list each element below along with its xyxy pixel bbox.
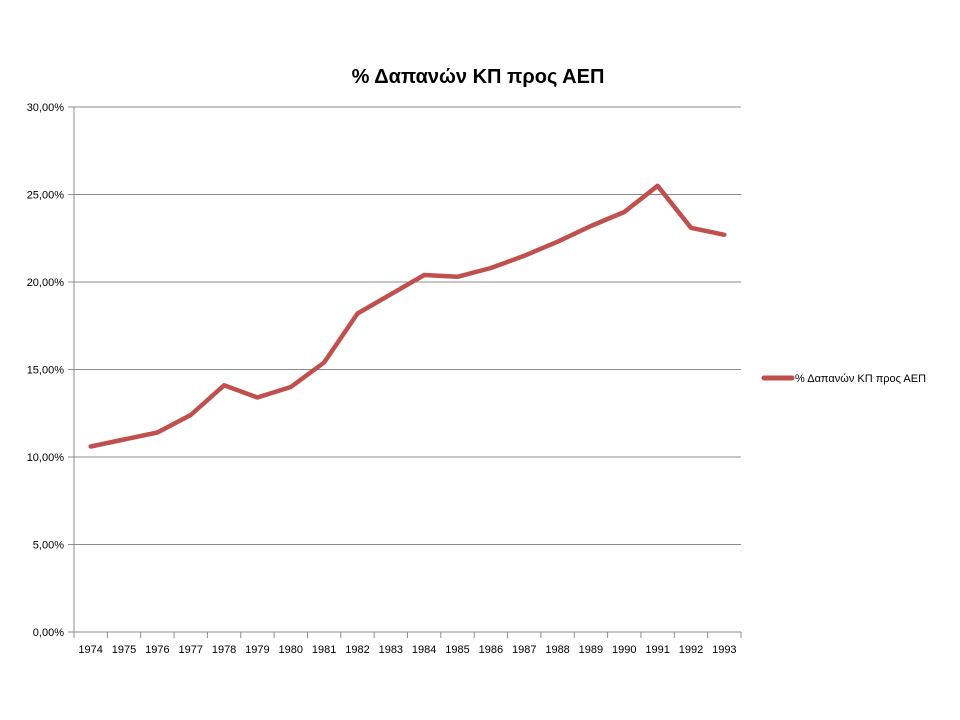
series-line [88,183,727,449]
x-axis: 1974 1975 1976 1977 1978 1979 1980 1981 1982 1983… [73,632,742,656]
x-tick-label: 1983 [379,644,403,656]
gridlines [74,106,741,633]
plot-area [88,183,727,449]
x-tick-label: 1987 [512,644,536,656]
x-tick-label: 1977 [178,644,202,656]
x-tick-label: 1974 [78,644,102,656]
x-tick-label: 1988 [545,644,569,656]
x-tick-label: 1979 [245,644,269,656]
x-tick-label: 1980 [279,644,303,656]
y-tick-label: 10,00% [27,452,65,464]
x-tick-label: 1990 [612,644,636,656]
x-tick-label: 1985 [445,644,469,656]
x-tick-label: 1981 [312,644,336,656]
chart-title: % Δαπανών ΚΠ προς ΑΕΠ [352,66,605,88]
x-tick-label: 1989 [579,644,603,656]
x-tick-label: 1978 [212,644,236,656]
y-tick-label: 30,00% [27,102,65,114]
y-tick-label: 5,00% [33,540,64,552]
x-tick-label: 1984 [412,644,436,656]
y-tick-label: 15,00% [27,365,65,377]
y-tick-label: 20,00% [27,277,65,289]
x-tick-label: 1991 [645,644,669,656]
y-tick-label: 0,00% [33,627,64,639]
y-tick-label: 25,00% [27,190,65,202]
legend-label: % Δαπανών ΚΠ προς ΑΕΠ [795,373,926,385]
y-axis: 0,00% 5,00% 10,00% 15,00% 20,00% 25,00% 30,00% [27,102,75,639]
x-tick-label: 1993 [712,644,736,656]
x-tick-label: 1976 [145,644,169,656]
x-tick-label: 1982 [345,644,369,656]
x-tick-label: 1975 [112,644,136,656]
legend: % Δαπανών ΚΠ προς ΑΕΠ [761,373,926,385]
x-tick-label: 1992 [679,644,703,656]
x-tick-label: 1986 [479,644,503,656]
